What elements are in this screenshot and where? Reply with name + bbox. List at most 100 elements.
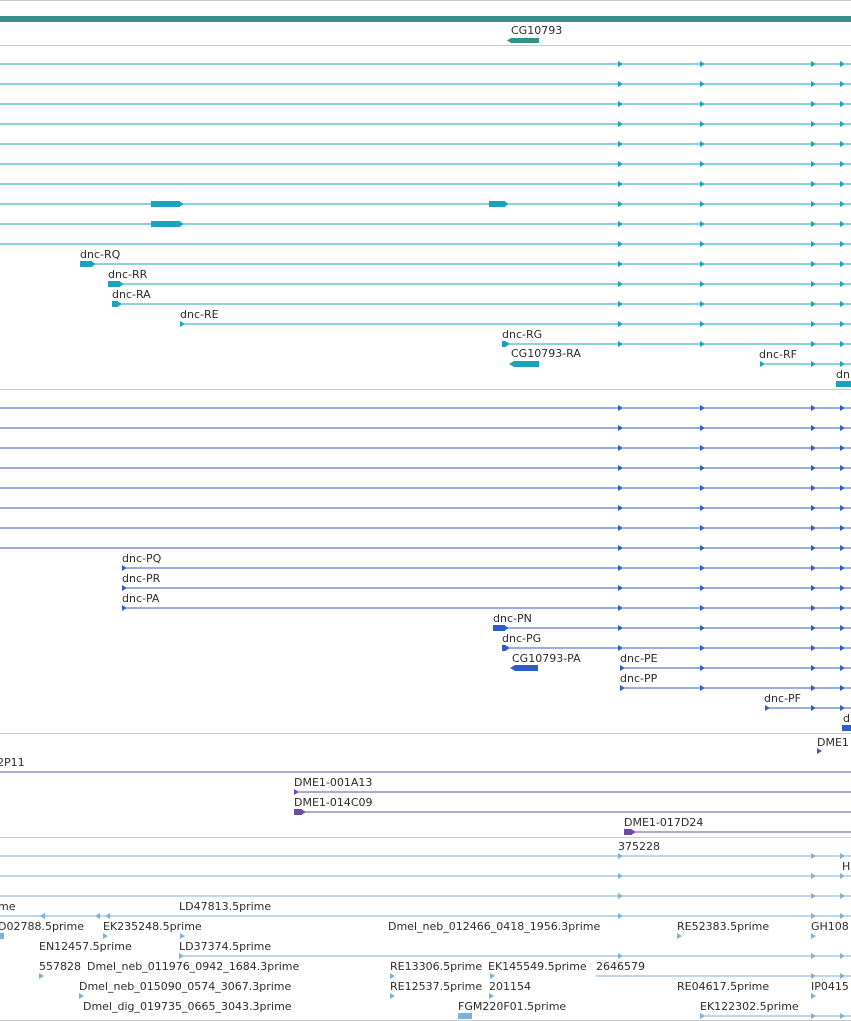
direction-arrow <box>811 585 816 591</box>
clone-label: DME1-014C09 <box>294 796 373 809</box>
est-label: Dmel_neb_015090_0574_3067.3prime <box>79 980 291 993</box>
direction-arrow <box>700 121 705 127</box>
direction-arrow <box>700 605 705 611</box>
direction-arrow <box>618 141 623 147</box>
direction-arrow <box>390 993 395 999</box>
direction-arrow <box>618 565 623 571</box>
direction-arrow <box>840 221 845 227</box>
transcript-label: CG10793-RA <box>511 347 581 360</box>
direction-arrow <box>811 565 816 571</box>
direction-arrow <box>294 789 299 795</box>
exon-block[interactable] <box>151 221 180 227</box>
direction-arrow <box>811 933 816 939</box>
est-label: FGM220F01.5prime <box>458 1000 566 1013</box>
transcript-label: dnc-RR <box>108 268 148 281</box>
direction-arrow <box>122 605 127 611</box>
exon-block[interactable] <box>112 301 118 307</box>
direction-arrow <box>811 525 816 531</box>
gene-span-bar[interactable] <box>0 16 851 22</box>
est-label: RE12537.5prime <box>390 980 482 993</box>
direction-arrow <box>103 933 108 939</box>
direction-arrow <box>618 301 623 307</box>
protein-label: dnc-PE <box>620 652 658 665</box>
direction-arrow <box>700 61 705 67</box>
est-block[interactable] <box>0 933 4 939</box>
direction-arrow <box>840 585 845 591</box>
direction-arrow <box>700 341 705 347</box>
direction-arrow <box>765 705 770 711</box>
est-label: GH108 <box>811 920 849 933</box>
est-label: LD37374.5prime <box>179 940 271 953</box>
direction-arrow <box>811 873 816 879</box>
direction-arrow <box>811 361 816 367</box>
direction-arrow <box>618 101 623 107</box>
direction-arrow <box>179 201 184 207</box>
direction-arrow <box>811 625 816 631</box>
direction-arrow <box>840 361 845 367</box>
direction-arrow <box>700 161 705 167</box>
direction-arrow <box>817 748 822 754</box>
direction-arrow <box>618 261 623 267</box>
cds-block[interactable] <box>493 625 505 631</box>
direction-arrow <box>700 261 705 267</box>
est-label: 2646579 <box>596 960 645 973</box>
est-label: LD47813.5prime <box>179 900 271 913</box>
clone-block[interactable] <box>294 809 302 815</box>
exon-block[interactable] <box>151 201 180 207</box>
clone-label: DME1-001A13 <box>294 776 372 789</box>
direction-arrow <box>811 645 816 651</box>
direction-arrow <box>811 913 816 919</box>
cds-block[interactable] <box>502 645 506 651</box>
direction-arrow <box>840 241 845 247</box>
direction-arrow <box>618 873 623 879</box>
direction-arrow <box>840 61 845 67</box>
est-label: EK145549.5prime <box>488 960 587 973</box>
cds-block[interactable] <box>515 665 538 671</box>
protein-label: dnc-PG <box>502 632 541 645</box>
direction-arrow <box>840 873 845 879</box>
protein-label: dnc-PN <box>493 612 532 625</box>
transcript-label: dnc-RG <box>502 328 542 341</box>
clone-label: DME1-017D24 <box>624 816 703 829</box>
direction-arrow <box>840 321 845 327</box>
est-label: RE13306.5prime <box>390 960 482 973</box>
protein-label: dnc-PP <box>620 672 658 685</box>
exon-block[interactable] <box>80 261 92 267</box>
transcript-label: dnc-RE <box>180 308 219 321</box>
direction-arrow <box>811 953 816 959</box>
direction-arrow <box>700 1013 705 1019</box>
clone-label: 2P11 <box>0 756 25 769</box>
direction-arrow <box>811 261 816 267</box>
direction-arrow <box>490 973 495 979</box>
protein-label: d <box>843 712 850 725</box>
est-block[interactable] <box>458 1013 472 1019</box>
exon-block[interactable] <box>502 341 506 347</box>
direction-arrow <box>618 853 623 859</box>
gene-block[interactable] <box>512 38 539 43</box>
direction-arrow <box>122 565 127 571</box>
direction-arrow <box>811 281 816 287</box>
direction-arrow <box>840 301 845 307</box>
direction-arrow <box>840 685 845 691</box>
direction-arrow <box>489 993 494 999</box>
direction-arrow <box>811 665 816 671</box>
direction-arrow <box>509 361 514 367</box>
direction-arrow <box>811 425 816 431</box>
direction-arrow <box>505 645 510 651</box>
gene-label: CG10793 <box>511 24 562 37</box>
exon-block[interactable] <box>514 361 539 367</box>
direction-arrow <box>840 1013 845 1019</box>
direction-arrow <box>840 625 845 631</box>
direction-arrow <box>618 61 623 67</box>
direction-arrow <box>700 505 705 511</box>
direction-arrow <box>79 993 84 999</box>
clone-block[interactable] <box>624 829 632 835</box>
cds-block[interactable] <box>842 725 851 731</box>
direction-arrow <box>40 913 45 919</box>
direction-arrow <box>700 281 705 287</box>
exon-block[interactable] <box>108 281 120 287</box>
direction-arrow <box>618 465 623 471</box>
direction-arrow <box>618 241 623 247</box>
direction-arrow <box>620 665 625 671</box>
exon-block[interactable] <box>489 201 505 207</box>
